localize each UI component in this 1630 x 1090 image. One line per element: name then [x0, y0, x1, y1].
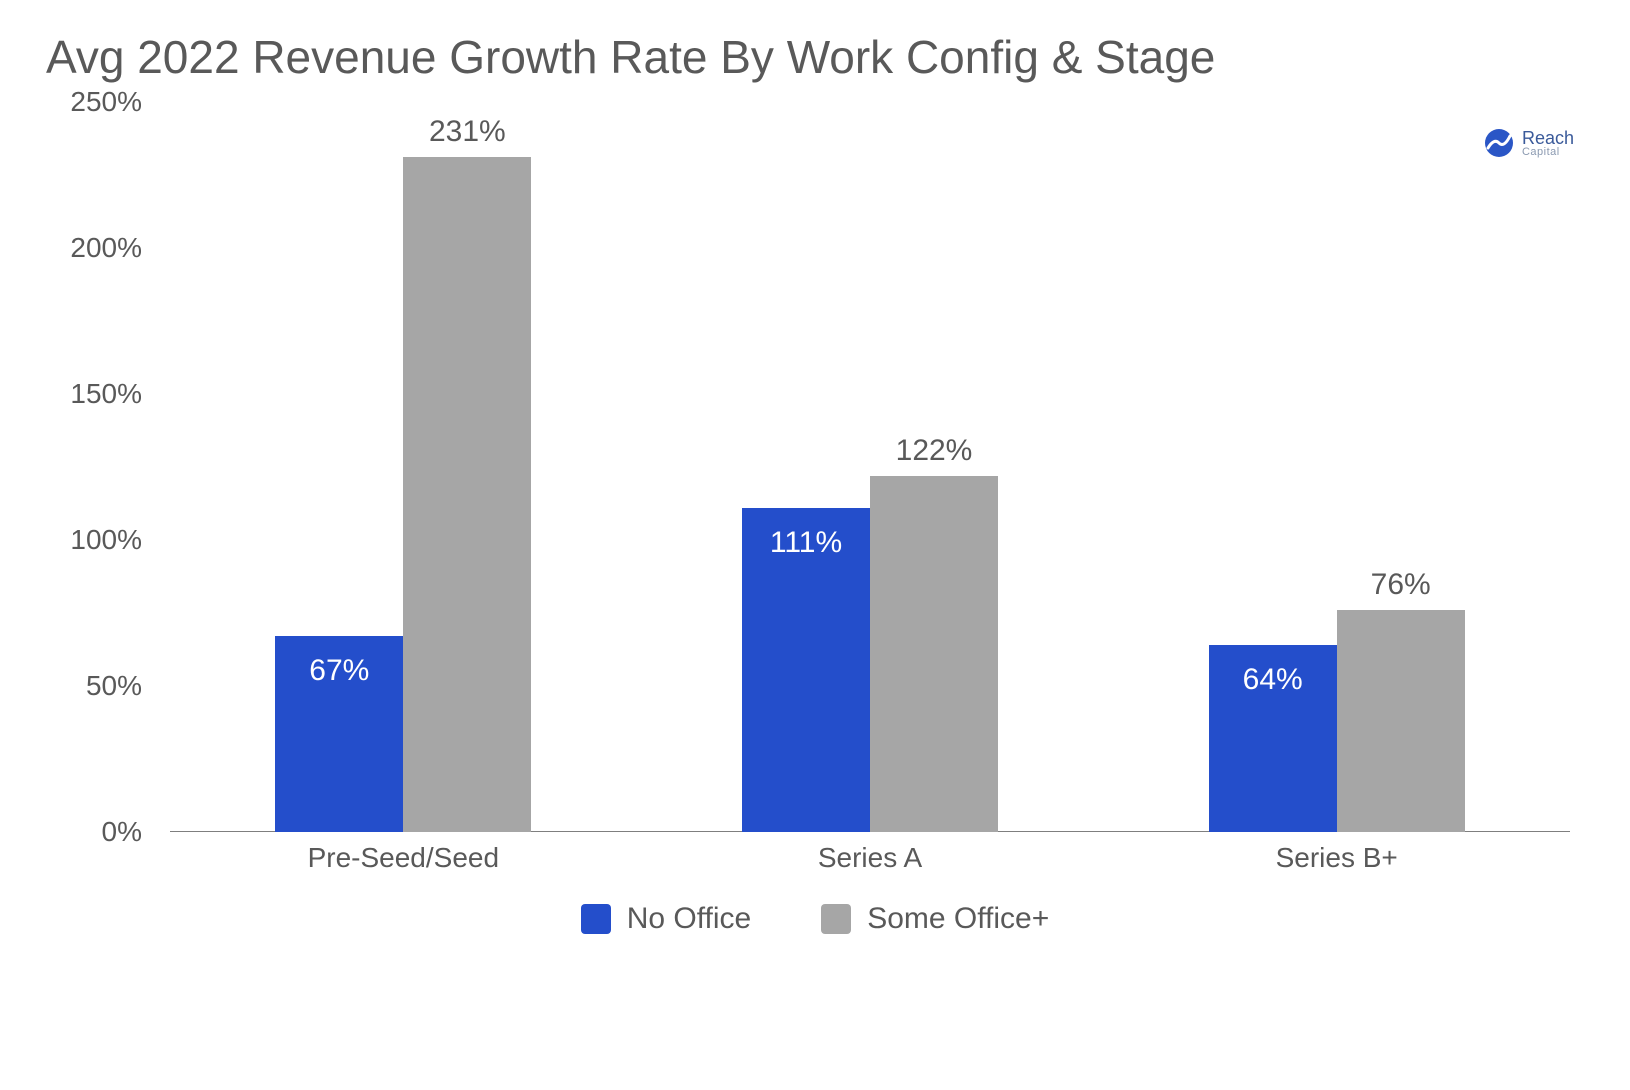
bar: 67% — [275, 636, 403, 832]
x-tick-label: Pre-Seed/Seed — [170, 842, 637, 874]
bar-value-label: 64% — [1243, 663, 1303, 697]
bar-value-label: 231% — [429, 115, 506, 149]
bar-value-label: 122% — [896, 434, 973, 468]
bar-group: 67% 231% — [170, 102, 637, 832]
y-tick-label: 50% — [86, 670, 142, 702]
legend-item: No Office — [581, 902, 752, 936]
y-tick-label: 100% — [70, 524, 142, 556]
bar-group: 111% 122% — [637, 102, 1104, 832]
bar-value-label: 111% — [770, 526, 842, 560]
bar: 231% — [403, 157, 531, 832]
x-tick-label: Series A — [637, 842, 1104, 874]
bars: 67% 231% — [170, 102, 637, 832]
bar: 122% — [870, 476, 998, 832]
x-axis-labels: Pre-Seed/SeedSeries ASeries B+ — [170, 842, 1570, 874]
legend-swatch — [581, 904, 611, 934]
y-tick-label: 150% — [70, 378, 142, 410]
y-axis-labels: 0%50%100%150%200%250% — [50, 102, 160, 832]
bar-group: 64% 76% — [1103, 102, 1570, 832]
legend: No Office Some Office+ — [40, 902, 1590, 936]
plot-area: 67% 231% 111% 122% 64% 76% — [170, 102, 1570, 832]
legend-label: No Office — [627, 902, 752, 936]
legend-swatch — [821, 904, 851, 934]
bar: 76% — [1337, 610, 1465, 832]
legend-item: Some Office+ — [821, 902, 1049, 936]
bar-value-label: 67% — [309, 654, 369, 688]
bar-value-label: 76% — [1371, 568, 1431, 602]
bar-groups: 67% 231% 111% 122% 64% 76% — [170, 102, 1570, 832]
bar-chart: 0%50%100%150%200%250% 67%231%111%122%64%… — [50, 102, 1570, 832]
chart-title: Avg 2022 Revenue Growth Rate By Work Con… — [46, 30, 1590, 84]
bar: 64% — [1209, 645, 1337, 832]
y-tick-label: 0% — [102, 816, 142, 848]
x-tick-label: Series B+ — [1103, 842, 1570, 874]
y-tick-label: 200% — [70, 232, 142, 264]
bars: 64% 76% — [1103, 102, 1570, 832]
bars: 111% 122% — [637, 102, 1104, 832]
y-tick-label: 250% — [70, 86, 142, 118]
bar: 111% — [742, 508, 870, 832]
legend-label: Some Office+ — [867, 902, 1049, 936]
